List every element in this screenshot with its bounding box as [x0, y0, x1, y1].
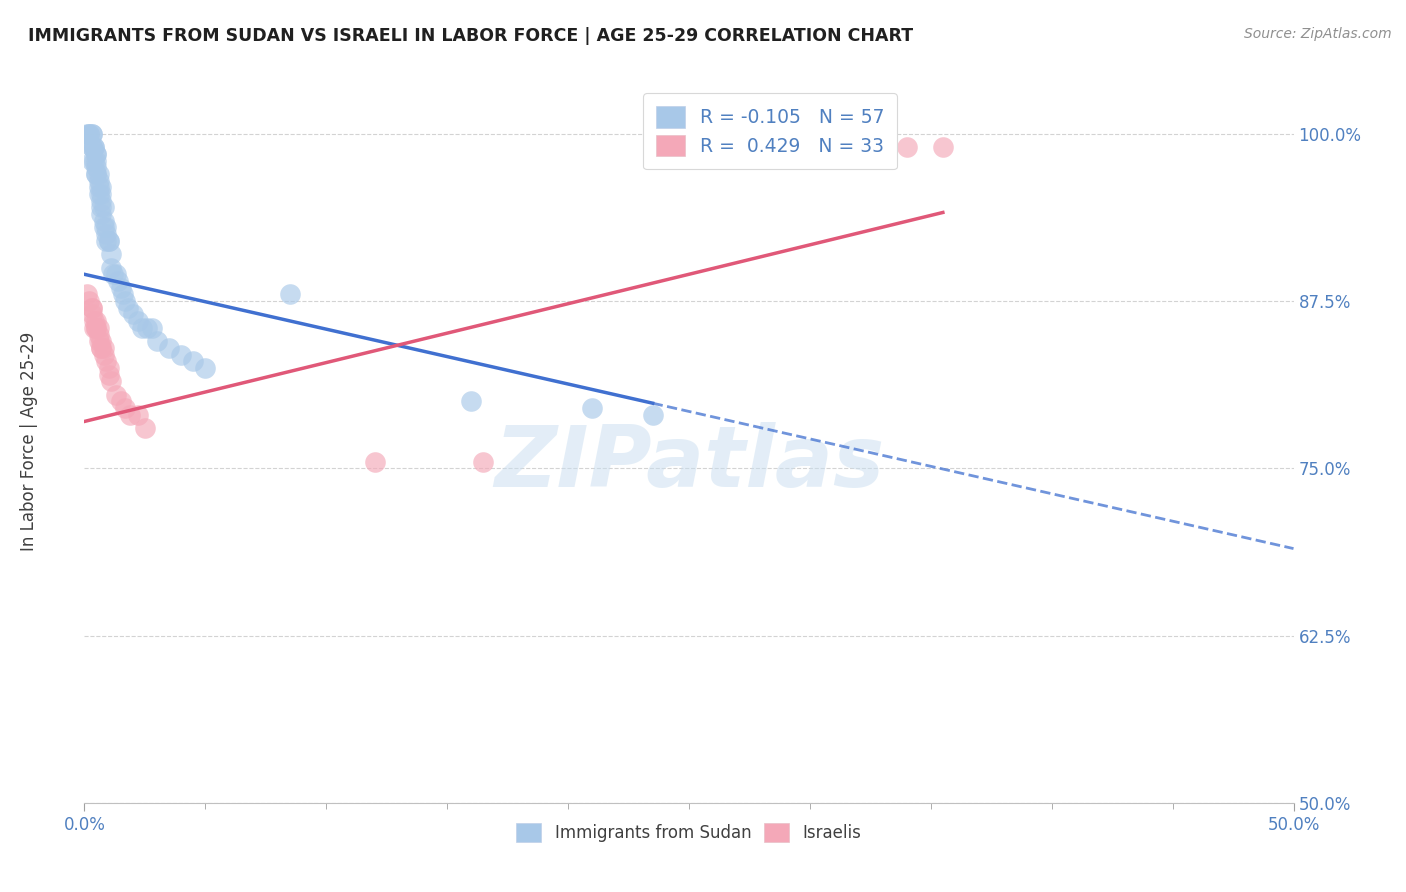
Point [83, 314, 105, 328]
Point [114, 294, 136, 309]
Point [775, 127, 797, 141]
Point [86, 146, 108, 161]
Point [472, 455, 495, 469]
Y-axis label: In Labor Force | Age 25-29: In Labor Force | Age 25-29 [20, 332, 38, 551]
Point [93, 220, 115, 235]
Point [146, 334, 169, 349]
Point [80, 140, 103, 154]
Point [127, 314, 149, 328]
Point [86, 321, 108, 335]
Point [77, 127, 100, 141]
Point [170, 348, 193, 362]
Point [94, 234, 117, 248]
Point [80, 127, 103, 141]
Point [80, 153, 103, 168]
Point [80, 140, 103, 154]
Legend: Immigrants from Sudan, Israelis: Immigrants from Sudan, Israelis [509, 816, 869, 848]
Point [83, 321, 105, 335]
Point [80, 308, 103, 322]
Point [90, 341, 112, 355]
Point [134, 421, 156, 435]
Point [136, 321, 159, 335]
Point [121, 308, 143, 322]
Point [90, 207, 112, 221]
Point [86, 153, 108, 168]
Point [112, 287, 135, 301]
Point [932, 140, 955, 154]
Point [80, 127, 103, 141]
Point [100, 260, 122, 275]
Point [181, 354, 204, 368]
Point [110, 280, 132, 294]
Point [97, 234, 120, 248]
Point [460, 394, 482, 409]
Point [103, 268, 125, 282]
Point [86, 167, 108, 181]
Point [120, 408, 142, 422]
Point [86, 167, 108, 181]
Point [80, 301, 103, 315]
Point [83, 140, 105, 154]
Point [100, 375, 122, 389]
Point [127, 408, 149, 422]
Point [896, 140, 918, 154]
Point [194, 361, 217, 376]
Point [93, 214, 115, 228]
Point [94, 227, 117, 241]
Point [76, 287, 98, 301]
Point [114, 401, 136, 416]
Point [86, 321, 108, 335]
Point [90, 334, 112, 349]
Text: Source: ZipAtlas.com: Source: ZipAtlas.com [1244, 27, 1392, 41]
Point [107, 274, 129, 288]
Point [86, 146, 108, 161]
Point [87, 187, 110, 202]
Point [80, 301, 103, 315]
Point [77, 127, 100, 141]
Point [104, 387, 127, 401]
Text: IMMIGRANTS FROM SUDAN VS ISRAELI IN LABOR FORCE | AGE 25-29 CORRELATION CHART: IMMIGRANTS FROM SUDAN VS ISRAELI IN LABO… [28, 27, 914, 45]
Point [278, 287, 301, 301]
Point [93, 348, 115, 362]
Point [363, 455, 385, 469]
Point [86, 314, 108, 328]
Point [157, 341, 180, 355]
Point [97, 361, 120, 376]
Point [87, 334, 110, 349]
Point [90, 180, 112, 194]
Point [90, 341, 112, 355]
Point [141, 321, 163, 335]
Text: ZIPatlas: ZIPatlas [494, 422, 884, 505]
Point [94, 220, 117, 235]
Point [131, 321, 153, 335]
Point [86, 161, 108, 175]
Point [83, 153, 105, 168]
Point [93, 341, 115, 355]
Point [83, 140, 105, 154]
Point [87, 180, 110, 194]
Point [94, 354, 117, 368]
Point [87, 321, 110, 335]
Point [90, 187, 112, 202]
Point [93, 201, 115, 215]
Point [77, 294, 100, 309]
Point [90, 201, 112, 215]
Point [87, 167, 110, 181]
Point [87, 327, 110, 342]
Point [76, 127, 98, 141]
Point [641, 408, 664, 422]
Point [97, 234, 120, 248]
Point [87, 174, 110, 188]
Point [90, 194, 112, 208]
Point [581, 401, 603, 416]
Point [110, 394, 132, 409]
Point [117, 301, 139, 315]
Point [97, 368, 120, 382]
Point [100, 247, 122, 261]
Point [104, 268, 127, 282]
